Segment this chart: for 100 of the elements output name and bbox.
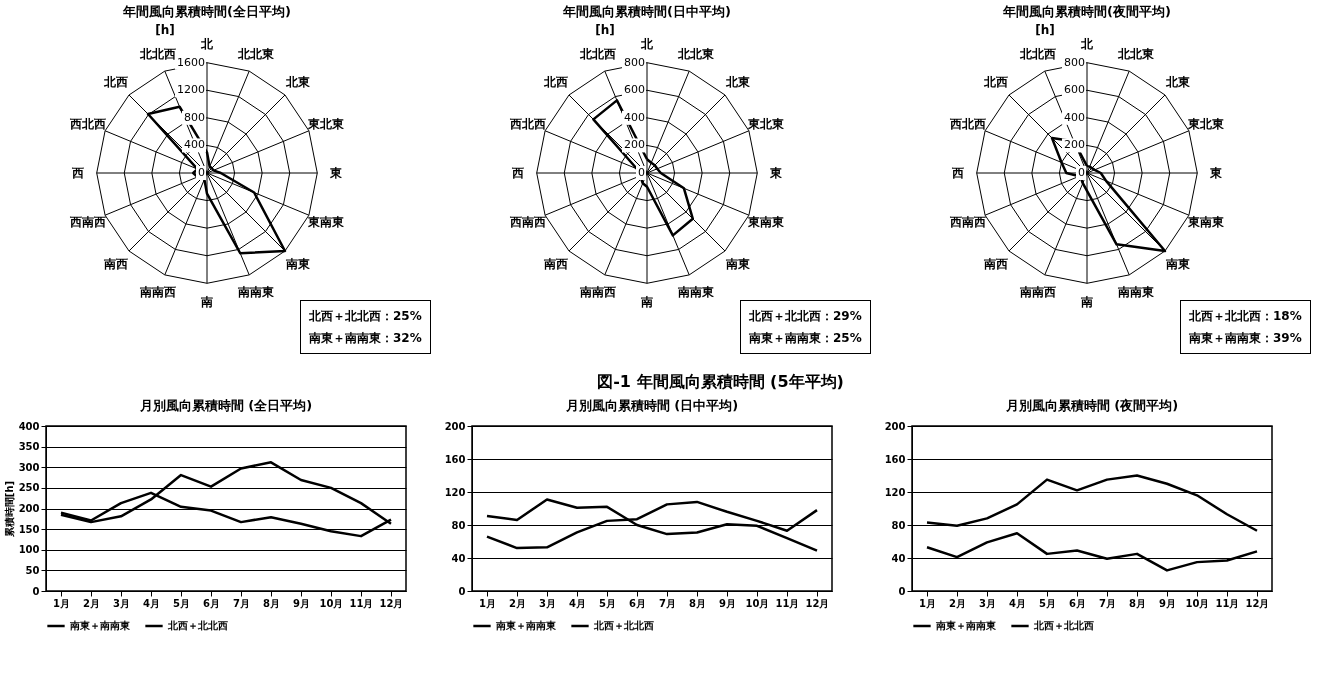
text: 南東＋南南東：32%	[309, 330, 422, 347]
spoke-label: 北	[1080, 36, 1094, 51]
spoke-label: 西北西	[508, 116, 546, 131]
spoke-label: 西	[70, 166, 84, 180]
spoke-label: 南南東	[677, 285, 716, 300]
x-tick-label: 11月	[349, 597, 374, 609]
spoke-label: 北東	[285, 74, 312, 89]
y-tick-label: 350	[18, 441, 40, 453]
y-tick-label: 600	[1064, 83, 1085, 97]
spoke-label: 北	[640, 36, 654, 51]
y-tick-label: 160	[444, 453, 466, 465]
x-tick-label: 6月	[203, 597, 220, 609]
y-tick-label: 800	[1064, 55, 1085, 69]
spoke-label: 北北東	[237, 46, 276, 61]
x-tick-label: 4月	[1009, 597, 1026, 609]
spoke-label: 北	[200, 36, 214, 51]
y-tick-label: 150	[18, 523, 40, 535]
spoke-label: 南南西	[138, 285, 176, 300]
spoke-label: 北西	[982, 74, 1008, 89]
y-tick-label: 400	[184, 138, 205, 152]
text: 北西＋北北西：18%	[1189, 308, 1302, 325]
legend-label: 南東＋南南東	[495, 620, 557, 631]
spoke-label: 南東	[1165, 257, 1192, 272]
x-tick-label: 3月	[979, 597, 996, 609]
chart-title: 月別風向累積時間 (日中平均)	[564, 398, 739, 413]
spoke-label: 東北東	[747, 116, 786, 131]
text: 図-1 年間風向累積時間 (5年平均)	[596, 372, 845, 393]
x-tick-label: 2月	[509, 597, 526, 609]
y-tick-label: 80	[891, 519, 906, 531]
spoke-label: 南	[1080, 295, 1093, 310]
x-tick-label: 6月	[629, 597, 646, 609]
spoke-label: 南南東	[237, 285, 276, 300]
y-tick-label: 1600	[177, 55, 205, 69]
x-tick-label: 8月	[689, 597, 706, 609]
y-tick-label: 200	[884, 420, 906, 432]
spoke-label: 西南西	[68, 215, 106, 230]
x-tick-label: 11月	[1215, 597, 1240, 609]
spoke-label: 南	[200, 295, 213, 310]
y-tick-label: 0	[898, 585, 906, 597]
x-tick-label: 3月	[539, 597, 556, 609]
y-tick-label: 120	[444, 486, 466, 498]
spoke-label: 西	[510, 166, 524, 180]
x-tick-label: 9月	[1159, 597, 1176, 609]
x-tick-label: 11月	[775, 597, 800, 609]
x-tick-label: 3月	[113, 597, 130, 609]
x-tick-label: 5月	[173, 597, 190, 609]
y-tick-label: 400	[18, 420, 40, 432]
y-tick-label: 40	[891, 552, 906, 564]
legend-label: 北西＋北北西	[1033, 620, 1094, 631]
x-tick-label: 1月	[53, 597, 70, 609]
y-tick-label: 160	[884, 453, 906, 465]
spoke-label: 東南東	[307, 215, 346, 230]
spoke-label: 南東	[285, 257, 312, 272]
y-tick-label: 80	[451, 519, 466, 531]
y-tick-label: 0	[458, 585, 466, 597]
spoke-label: 西	[950, 166, 964, 180]
y-tick-label: 300	[18, 461, 40, 473]
spoke-label: 北北東	[677, 46, 716, 61]
y-tick-label: 0	[198, 166, 205, 179]
text: 北西＋北北西：25%	[309, 308, 422, 325]
spoke-label: 東北東	[1187, 116, 1226, 131]
spoke-label: 北東	[725, 74, 752, 89]
x-tick-label: 7月	[659, 597, 676, 609]
text: [h]	[1035, 22, 1055, 37]
x-tick-label: 4月	[569, 597, 586, 609]
x-tick-label: 10月	[745, 597, 770, 609]
chart-title: 月別風向累積時間 (夜間平均)	[1004, 398, 1179, 413]
chart-title: 年間風向累積時間(全日平均)	[122, 4, 291, 19]
spoke-label: 東	[329, 166, 344, 180]
spoke-label: 南西	[102, 257, 128, 272]
spoke-label: 南東	[725, 257, 752, 272]
legend-label: 北西＋北北西	[167, 620, 228, 631]
x-tick-label: 2月	[83, 597, 100, 609]
spoke-label: 南西	[982, 257, 1008, 272]
spoke-label: 北北西	[1018, 46, 1056, 61]
spoke-label: 東	[769, 166, 784, 180]
chart-title: 月別風向累積時間 (全日平均)	[138, 398, 313, 413]
x-tick-label: 12月	[1245, 597, 1270, 609]
spoke-label: 北東	[1165, 74, 1192, 89]
y-tick-label: 400	[624, 110, 645, 124]
y-tick-label: 0	[638, 166, 645, 179]
y-tick-label: 250	[18, 482, 40, 494]
x-tick-label: 9月	[719, 597, 736, 609]
legend-label: 南東＋南南東	[935, 620, 997, 631]
spoke-label: 東北東	[307, 116, 346, 131]
spoke-label: 南南西	[578, 285, 616, 300]
legend-label: 北西＋北北西	[593, 620, 654, 631]
y-tick-label: 50	[25, 564, 40, 576]
x-tick-label: 7月	[1099, 597, 1116, 609]
spoke-label: 北北西	[578, 46, 616, 61]
spoke-label: 北西	[542, 74, 568, 89]
y-tick-label: 100	[18, 544, 40, 556]
x-tick-label: 1月	[919, 597, 936, 609]
y-tick-label: 1200	[177, 83, 205, 97]
spoke-label: 北北西	[138, 46, 176, 61]
spoke-label: 西北西	[948, 116, 986, 131]
x-tick-label: 5月	[599, 597, 616, 609]
y-tick-label: 800	[624, 55, 645, 69]
x-tick-label: 10月	[1185, 597, 1210, 609]
x-tick-label: 12月	[379, 597, 404, 609]
